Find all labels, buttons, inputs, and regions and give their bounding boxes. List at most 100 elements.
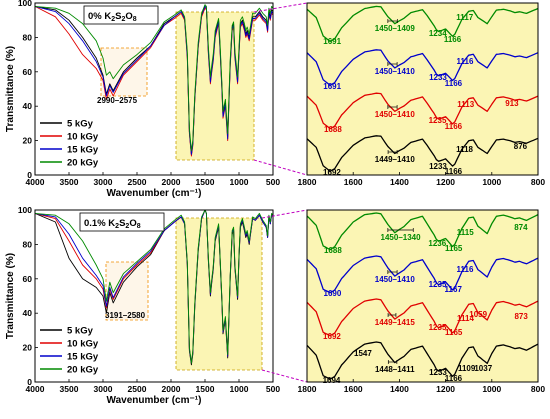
- x-tick-label: 3500: [60, 177, 79, 187]
- peak-label: 1235: [429, 323, 447, 332]
- peak-label: 1547: [354, 349, 372, 358]
- y-tick-label: 0: [27, 377, 32, 387]
- peak-label: 1448–1411: [375, 365, 415, 374]
- peak-label: 1233: [429, 162, 447, 171]
- peak-label: 1450–1410: [375, 67, 416, 76]
- peak-label: 1688: [324, 125, 342, 134]
- panel-top-left: 4000 3500 3000 2500 2000 1500 1000 500 0 20 40 60 80…: [5, 0, 280, 199]
- x-tick-label: 1600: [344, 384, 363, 394]
- peak-label: 1166: [445, 79, 463, 88]
- x-tick-label: 800: [531, 177, 545, 187]
- peak-label: 1236: [428, 239, 446, 248]
- x-tick-label: 1000: [230, 384, 249, 394]
- series-line-20-kgy: [35, 210, 273, 364]
- zoom-series-line-20-kgy: [307, 5, 538, 43]
- plot-frame: [34, 209, 274, 383]
- peak-label: 1449–1415: [375, 318, 416, 327]
- peak-label: 1113: [457, 100, 474, 109]
- peak-label: 1450–1340: [381, 233, 422, 242]
- x-tick-label: 1400: [390, 177, 409, 187]
- x-tick-label: 1200: [436, 177, 455, 187]
- plot-frame: [306, 209, 539, 383]
- x-tick-label: 1800: [298, 384, 317, 394]
- title-box: [83, 5, 159, 25]
- y-tick-label: 60: [23, 67, 33, 77]
- peak-label: 1233: [429, 73, 447, 82]
- zoom-series-line-5-kgy: [307, 135, 538, 172]
- x-tick-label: 1800: [298, 177, 317, 187]
- panel-bottom-right: 1800 1600 1400 1200 1000 800 1688 1450–1340 123…: [298, 209, 545, 394]
- peak-label: 1234: [429, 29, 447, 38]
- zoom-series-line-5-kgy: [307, 341, 538, 380]
- plot-frame: [34, 2, 274, 176]
- y-tick-label: 60: [23, 274, 33, 284]
- x-tick-label: 1200: [436, 384, 455, 394]
- peak-label: 1450–1410: [375, 110, 416, 119]
- panel-title: 0.1% K2S2O8: [84, 218, 141, 230]
- y-tick-label: 20: [23, 136, 33, 146]
- peak-label: 1688: [324, 246, 342, 255]
- x-tick-label: 2000: [162, 384, 181, 394]
- x-tick-label: 1000: [230, 177, 249, 187]
- legend-label: 15 kGy: [67, 145, 99, 156]
- peak-label: 1115: [457, 228, 474, 237]
- peak-label: 1690: [324, 289, 342, 298]
- box-label: 2990–2575: [97, 96, 138, 105]
- panel-top-right: 1800 1600 1400 1200 1000 800 1691 1450–1409 123…: [298, 2, 545, 187]
- zoom-series-line-15-kgy: [307, 49, 538, 86]
- peak-label: 1691: [323, 82, 341, 91]
- peak-label: 1450–1409: [375, 24, 416, 33]
- peak-label: 1450–1410: [375, 275, 416, 284]
- zoom-series-line-10-kgy: [307, 298, 538, 337]
- legend-label: 5 kGy: [67, 119, 94, 130]
- peak-label: 874: [514, 223, 528, 232]
- legend-label: 20 kGy: [67, 158, 99, 169]
- y-tick-label: 80: [23, 32, 33, 42]
- y-tick-label: 20: [23, 343, 33, 353]
- zoom-series-line-15-kgy: [307, 255, 538, 294]
- x-axis-label: Wavenumber (cm⁻¹): [107, 188, 202, 199]
- x-tick-label: 800: [531, 384, 545, 394]
- y-axis-label: Transmittance (%): [5, 46, 16, 132]
- x-tick-label: 3000: [94, 384, 113, 394]
- x-tick-label: 2500: [128, 177, 147, 187]
- x-tick-label: 500: [266, 384, 280, 394]
- peak-label: 1165: [445, 244, 463, 253]
- peak-label: 1235: [429, 116, 447, 125]
- y-tick-label: 100: [18, 0, 32, 8]
- peak-label: 1449–1410: [375, 155, 416, 164]
- title-box: [79, 212, 165, 232]
- x-tick-label: 4000: [26, 177, 45, 187]
- peak-label: 1166: [445, 122, 463, 131]
- peak-label: 1166: [445, 374, 463, 383]
- zoom-box: [105, 261, 149, 321]
- x-tick-label: 2500: [128, 384, 147, 394]
- peak-label: 1235: [429, 280, 447, 289]
- x-tick-label: 1000: [482, 177, 501, 187]
- plot-frame: [306, 2, 539, 176]
- peak-label: 913: [505, 99, 519, 108]
- x-tick-label: 1000: [482, 384, 501, 394]
- legend-label: 10 kGy: [67, 339, 99, 350]
- legend-label: 15 kGy: [67, 352, 99, 363]
- peak-label: 1691: [323, 37, 341, 46]
- x-tick-label: 1400: [390, 384, 409, 394]
- peak-label: 876: [514, 142, 528, 151]
- peak-label: 873: [514, 312, 528, 321]
- y-axis-label: Transmittance (%): [5, 253, 16, 339]
- peak-label: 1167: [445, 285, 463, 294]
- peak-label: 1117: [456, 13, 473, 22]
- y-tick-label: 0: [27, 170, 32, 180]
- peak-label: 1692: [323, 168, 341, 177]
- x-tick-label: 1500: [196, 177, 215, 187]
- y-tick-label: 40: [23, 308, 33, 318]
- peak-label: 1037: [474, 364, 492, 373]
- zoom-series-line-20-kgy: [307, 212, 538, 251]
- x-axis-label: Wavenumber (cm⁻¹): [107, 395, 202, 406]
- peak-label: 1165: [445, 328, 463, 337]
- x-tick-label: 500: [266, 177, 280, 187]
- peak-label: 1166: [445, 167, 463, 176]
- peak-label: 1692: [323, 332, 341, 341]
- panel-bottom-left: 4000 3500 3000 2500 2000 1500 1000 500 0 20 40 60 80…: [5, 205, 280, 406]
